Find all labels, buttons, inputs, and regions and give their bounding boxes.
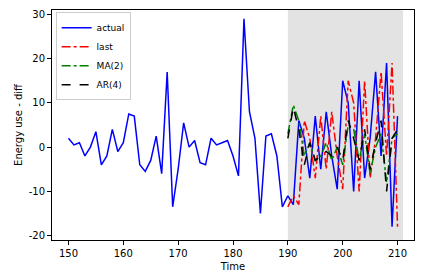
svg-text:actual: actual bbox=[97, 23, 125, 33]
svg-text:150: 150 bbox=[59, 248, 78, 259]
svg-text:10: 10 bbox=[32, 97, 45, 108]
svg-text:Energy use - diff: Energy use - diff bbox=[13, 83, 24, 166]
svg-text:160: 160 bbox=[114, 248, 133, 259]
svg-text:AR(4): AR(4) bbox=[97, 80, 122, 90]
svg-text:210: 210 bbox=[388, 248, 407, 259]
svg-text:20: 20 bbox=[32, 53, 45, 64]
svg-text:Time: Time bbox=[220, 261, 245, 272]
svg-text:-20: -20 bbox=[29, 230, 45, 241]
svg-text:200: 200 bbox=[333, 248, 352, 259]
svg-text:180: 180 bbox=[223, 248, 242, 259]
svg-text:-10: -10 bbox=[29, 186, 45, 197]
svg-text:0: 0 bbox=[39, 142, 45, 153]
svg-text:last: last bbox=[97, 42, 114, 52]
svg-text:170: 170 bbox=[169, 248, 188, 259]
svg-text:190: 190 bbox=[278, 248, 297, 259]
svg-text:30: 30 bbox=[32, 9, 45, 20]
svg-text:MA(2): MA(2) bbox=[97, 61, 124, 71]
